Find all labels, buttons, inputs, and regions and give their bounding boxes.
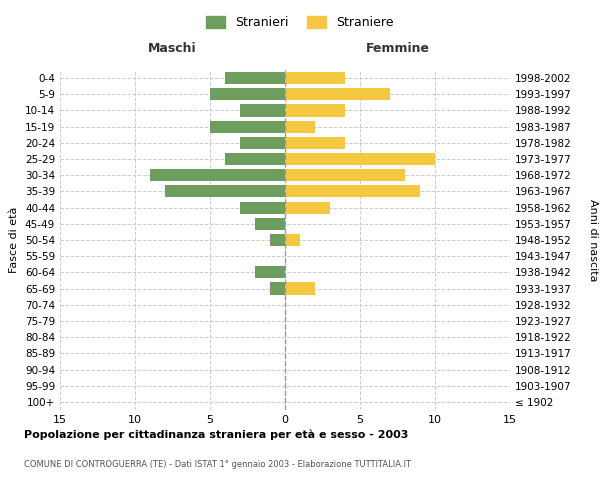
Bar bbox=[240, 202, 285, 213]
Bar bbox=[285, 169, 405, 181]
Bar bbox=[285, 282, 315, 294]
Bar bbox=[285, 88, 390, 101]
Bar bbox=[285, 120, 315, 132]
Bar bbox=[165, 186, 285, 198]
Bar bbox=[285, 137, 345, 149]
Bar bbox=[225, 153, 285, 165]
Bar bbox=[270, 234, 285, 246]
Bar bbox=[210, 120, 285, 132]
Bar bbox=[285, 104, 345, 117]
Bar bbox=[225, 72, 285, 84]
Text: COMUNE DI CONTROGUERRA (TE) - Dati ISTAT 1° gennaio 2003 - Elaborazione TUTTITAL: COMUNE DI CONTROGUERRA (TE) - Dati ISTAT… bbox=[24, 460, 411, 469]
Bar bbox=[270, 282, 285, 294]
Legend: Stranieri, Straniere: Stranieri, Straniere bbox=[202, 11, 398, 34]
Bar bbox=[285, 186, 420, 198]
Bar bbox=[285, 72, 345, 84]
Text: Maschi: Maschi bbox=[148, 42, 197, 55]
Bar bbox=[255, 266, 285, 278]
Text: Popolazione per cittadinanza straniera per età e sesso - 2003: Popolazione per cittadinanza straniera p… bbox=[24, 430, 409, 440]
Bar bbox=[150, 169, 285, 181]
Bar bbox=[285, 153, 435, 165]
Y-axis label: Fasce di età: Fasce di età bbox=[10, 207, 19, 273]
Bar bbox=[240, 104, 285, 117]
Bar bbox=[285, 202, 330, 213]
Y-axis label: Anni di nascita: Anni di nascita bbox=[588, 198, 598, 281]
Text: Femmine: Femmine bbox=[365, 42, 430, 55]
Bar bbox=[240, 137, 285, 149]
Bar bbox=[255, 218, 285, 230]
Bar bbox=[285, 234, 300, 246]
Bar bbox=[210, 88, 285, 101]
